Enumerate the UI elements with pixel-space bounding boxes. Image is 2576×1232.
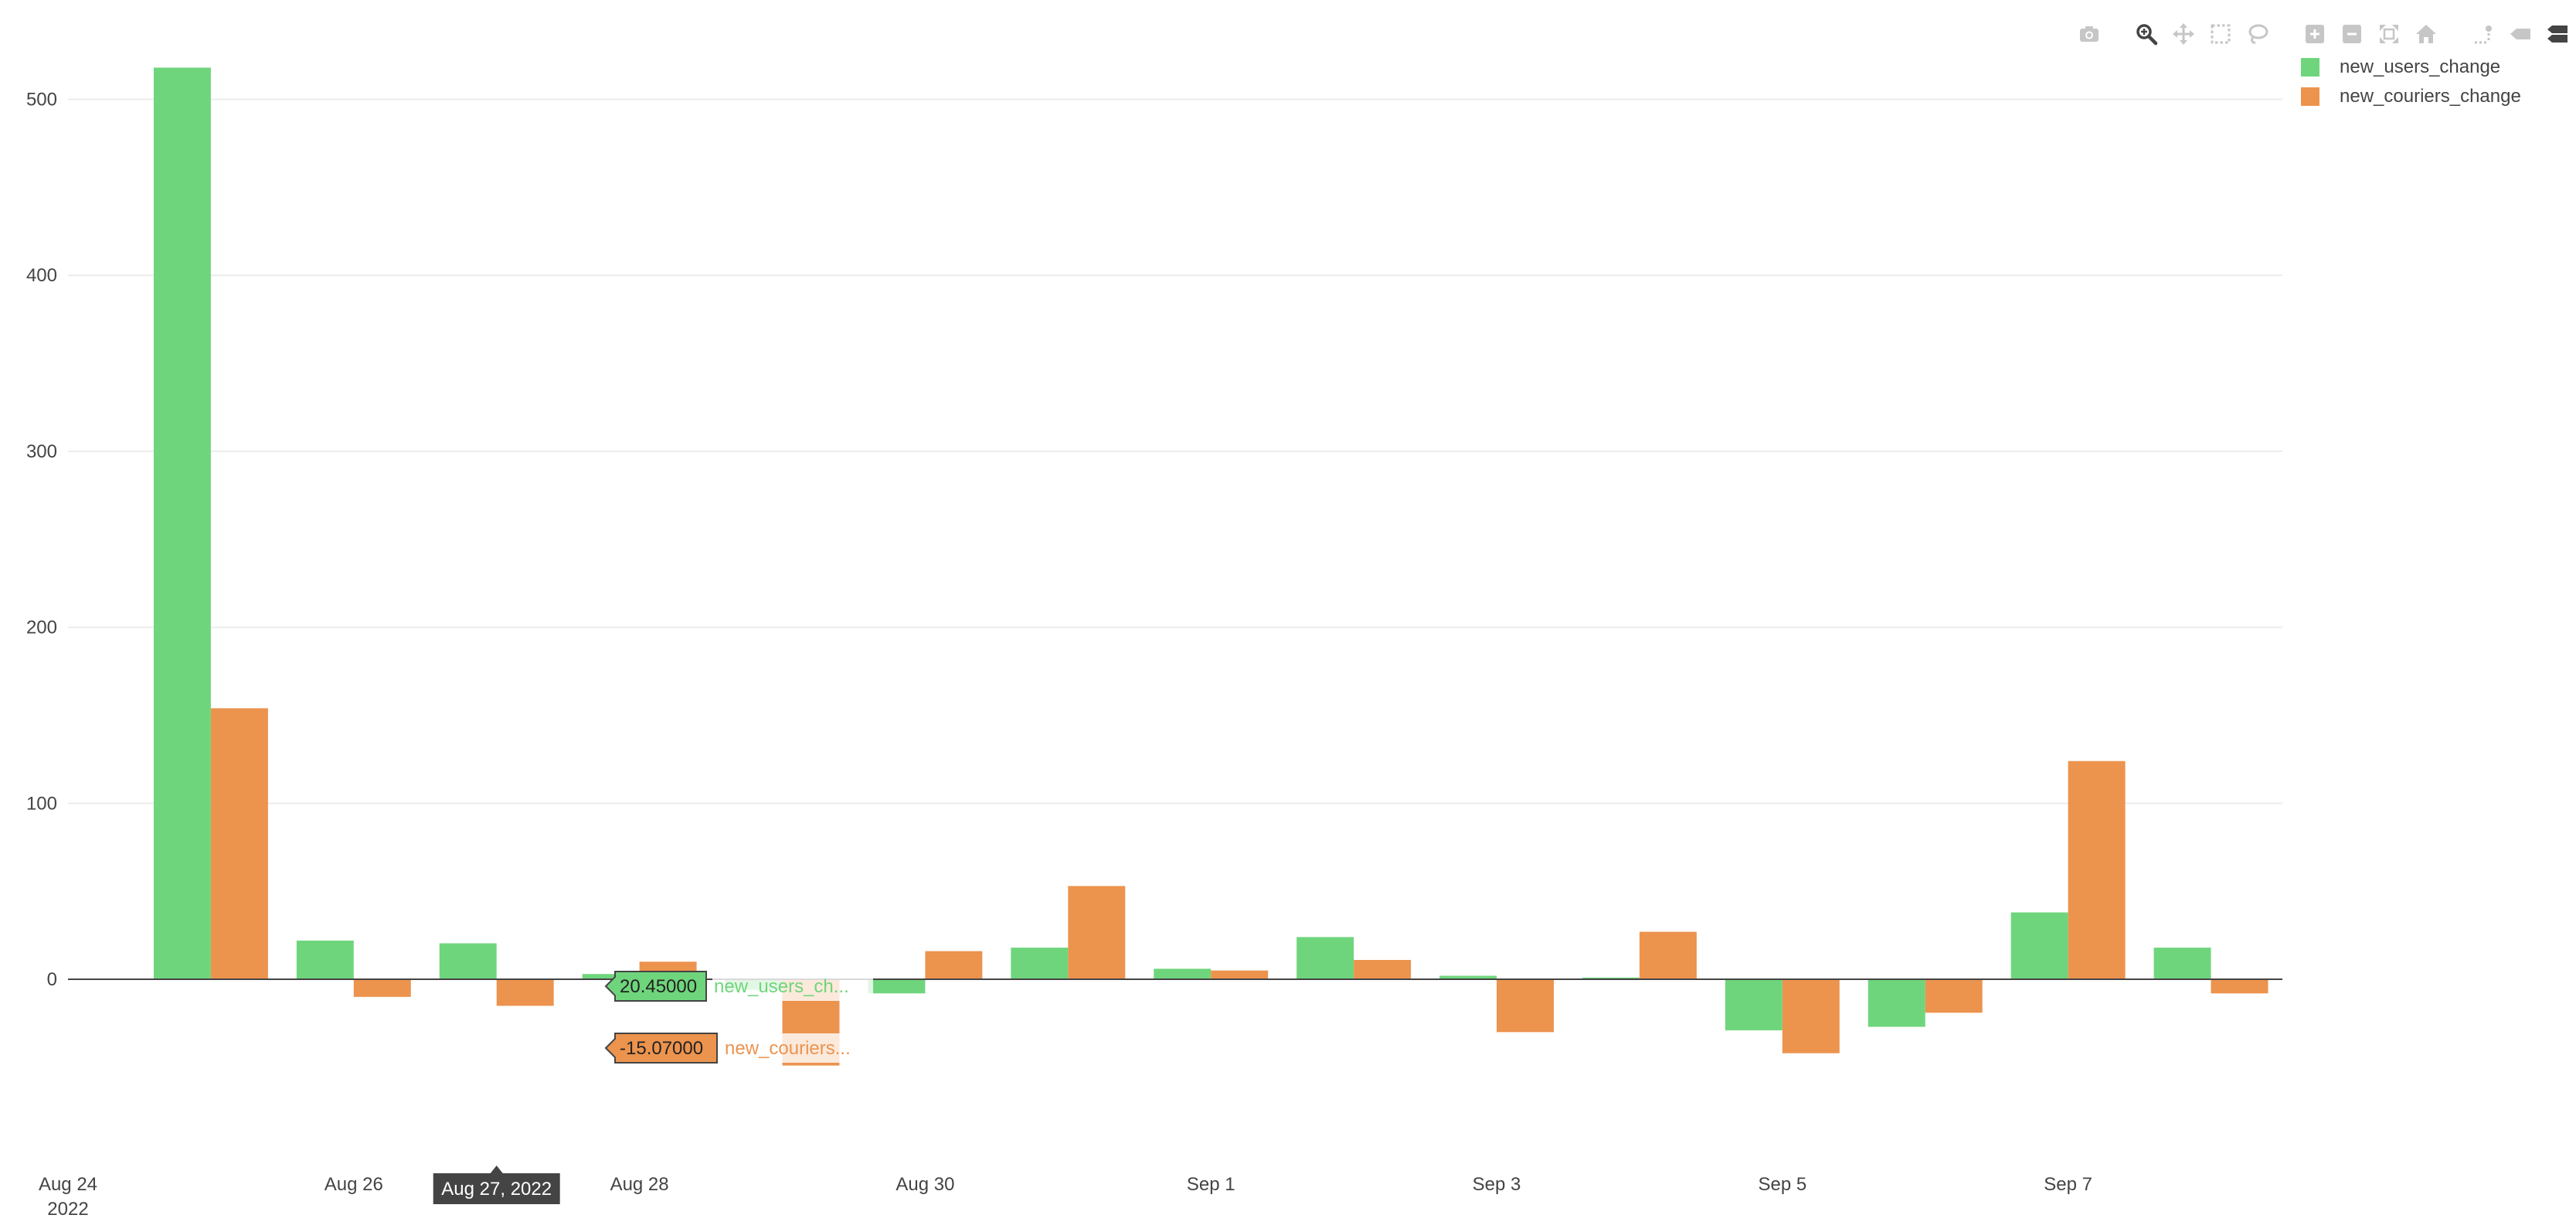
hover-name-text: new_couriers... — [725, 1038, 851, 1059]
modebar-group — [2465, 20, 2576, 48]
hover-value-text: -15.07000 — [620, 1038, 703, 1059]
bar-new_couriers_change — [925, 951, 983, 980]
box-select-button[interactable] — [2202, 20, 2239, 48]
zoom-icon — [2136, 24, 2158, 46]
legend: new_users_change new_couriers_change — [2301, 53, 2521, 111]
bar-new_users_change — [1582, 977, 1640, 980]
bar-new_users_change — [2010, 912, 2068, 980]
zoom-in-icon — [2306, 25, 2324, 43]
lasso-select-button[interactable] — [2239, 20, 2276, 48]
x-tick-label: Aug 30 — [895, 1174, 954, 1195]
spike-lines-icon — [2475, 26, 2492, 44]
bar-new_users_change — [2153, 948, 2211, 980]
grid-lines — [68, 98, 2282, 805]
x-tick-label: Sep 5 — [1758, 1174, 1806, 1195]
x-tick-sublabel: 2022 — [47, 1199, 88, 1220]
modebar — [2051, 20, 2576, 48]
reset-axes-icon — [2416, 25, 2436, 43]
bar-new_users_change — [1439, 975, 1497, 980]
x-tick-labels: Aug 24 2022 Aug 26 Aug 28 Aug 30 Sep 1 Sep 3 Se… — [39, 1174, 2092, 1220]
autoscale-icon — [2380, 25, 2398, 43]
x-tick-label: Aug 26 — [325, 1174, 383, 1195]
reset-axes-button[interactable] — [2408, 20, 2445, 48]
zoom-out-button[interactable] — [2333, 20, 2370, 48]
hover-closest-button[interactable] — [2502, 20, 2539, 48]
camera-icon — [2080, 26, 2099, 42]
bar-new_couriers_change — [210, 708, 268, 980]
hover-value-text: 20.45000 — [620, 976, 697, 997]
bar-new_couriers_change — [496, 979, 554, 1006]
lasso-select-icon — [2248, 24, 2268, 44]
legend-item-new_users_change[interactable]: new_users_change — [2301, 53, 2521, 82]
hover-label-new_couriers_change: -15.07000 new_couriers... — [604, 1033, 884, 1064]
spike-lines-button[interactable] — [2465, 20, 2502, 48]
hover-value-box — [604, 971, 707, 1002]
bar-new_couriers_change — [353, 979, 411, 997]
bar-new_couriers_change — [1782, 979, 1840, 1053]
bar-new_users_change — [868, 979, 926, 994]
bar-new_couriers_change — [1211, 970, 1269, 980]
bar-new_users_change — [1725, 979, 1782, 1031]
y-tick-label: 300 — [26, 441, 57, 462]
hover-value-box — [604, 1033, 718, 1064]
legend-label: new_users_change — [2340, 56, 2501, 77]
bars — [153, 67, 2268, 1066]
legend-label: new_couriers_change — [2340, 86, 2521, 107]
modebar-group — [2296, 20, 2445, 48]
x-tick-label: Sep 1 — [1187, 1174, 1235, 1195]
bar-new_couriers_change — [1925, 979, 1983, 1013]
hover-layer: Aug 27, 2022 20.45000 new_users_ch... -15.0… — [433, 971, 884, 1204]
x-tick-label: Aug 24 — [39, 1174, 97, 1195]
hover-compare-button[interactable] — [2539, 20, 2576, 48]
legend-swatch — [2301, 87, 2319, 106]
hover-x-box — [433, 1173, 560, 1204]
hover-x-pointer — [490, 1166, 503, 1173]
x-tick-label: Sep 7 — [2044, 1174, 2092, 1195]
y-tick-label: 100 — [26, 793, 57, 814]
bar-new_couriers_change — [1497, 979, 1554, 1033]
legend-swatch — [2301, 58, 2319, 77]
hover-compare-icon — [2547, 26, 2568, 43]
x-tick-label: Sep 3 — [1473, 1174, 1521, 1195]
modebar-group — [2071, 20, 2108, 48]
bar-new_couriers_change — [2068, 761, 2126, 980]
bar-new_couriers_change — [1639, 931, 1697, 980]
zoom-button[interactable] — [2128, 20, 2165, 48]
y-tick-label: 0 — [47, 969, 57, 990]
hover-x-text: Aug 27, 2022 — [441, 1179, 552, 1200]
bar-new_users_change — [296, 940, 354, 980]
pan-icon — [2173, 23, 2194, 45]
bar-new_users_change — [439, 943, 497, 980]
y-tick-label: 500 — [26, 89, 57, 110]
bar-new_users_change — [153, 67, 211, 980]
y-tick-label: 200 — [26, 618, 57, 638]
hover-name-bg — [723, 1033, 884, 1063]
modebar-group — [2128, 20, 2276, 48]
legend-item-new_couriers_change[interactable]: new_couriers_change — [2301, 82, 2521, 111]
y-tick-labels: 0 100 200 300 400 500 — [26, 89, 57, 990]
pan-button[interactable] — [2165, 20, 2202, 48]
hover-closest-icon — [2510, 29, 2530, 39]
hover-x-label: Aug 27, 2022 — [433, 1166, 560, 1204]
hover-label-new_users_change: 20.45000 new_users_ch... — [604, 971, 873, 1002]
bar-new_users_change — [1011, 948, 1069, 980]
hover-name-text: new_users_ch... — [714, 976, 849, 997]
zoom-out-icon — [2343, 25, 2361, 43]
bar-new_users_change — [1867, 979, 1925, 1027]
bar-new_couriers_change — [1354, 960, 1412, 980]
x-tick-label: Aug 28 — [610, 1174, 669, 1195]
zoom-in-button[interactable] — [2296, 20, 2333, 48]
bar-new_users_change — [1296, 937, 1354, 980]
bar-new_couriers_change — [2211, 979, 2268, 994]
hover-name-bg — [712, 972, 873, 1001]
box-select-icon — [2211, 24, 2231, 44]
camera-button[interactable] — [2071, 20, 2108, 48]
bar-new_users_change — [582, 974, 640, 980]
autoscale-button[interactable] — [2370, 20, 2408, 48]
bar-new_couriers_change — [1068, 886, 1126, 980]
bar-new_users_change — [1154, 968, 1212, 980]
y-tick-label: 400 — [26, 265, 57, 286]
